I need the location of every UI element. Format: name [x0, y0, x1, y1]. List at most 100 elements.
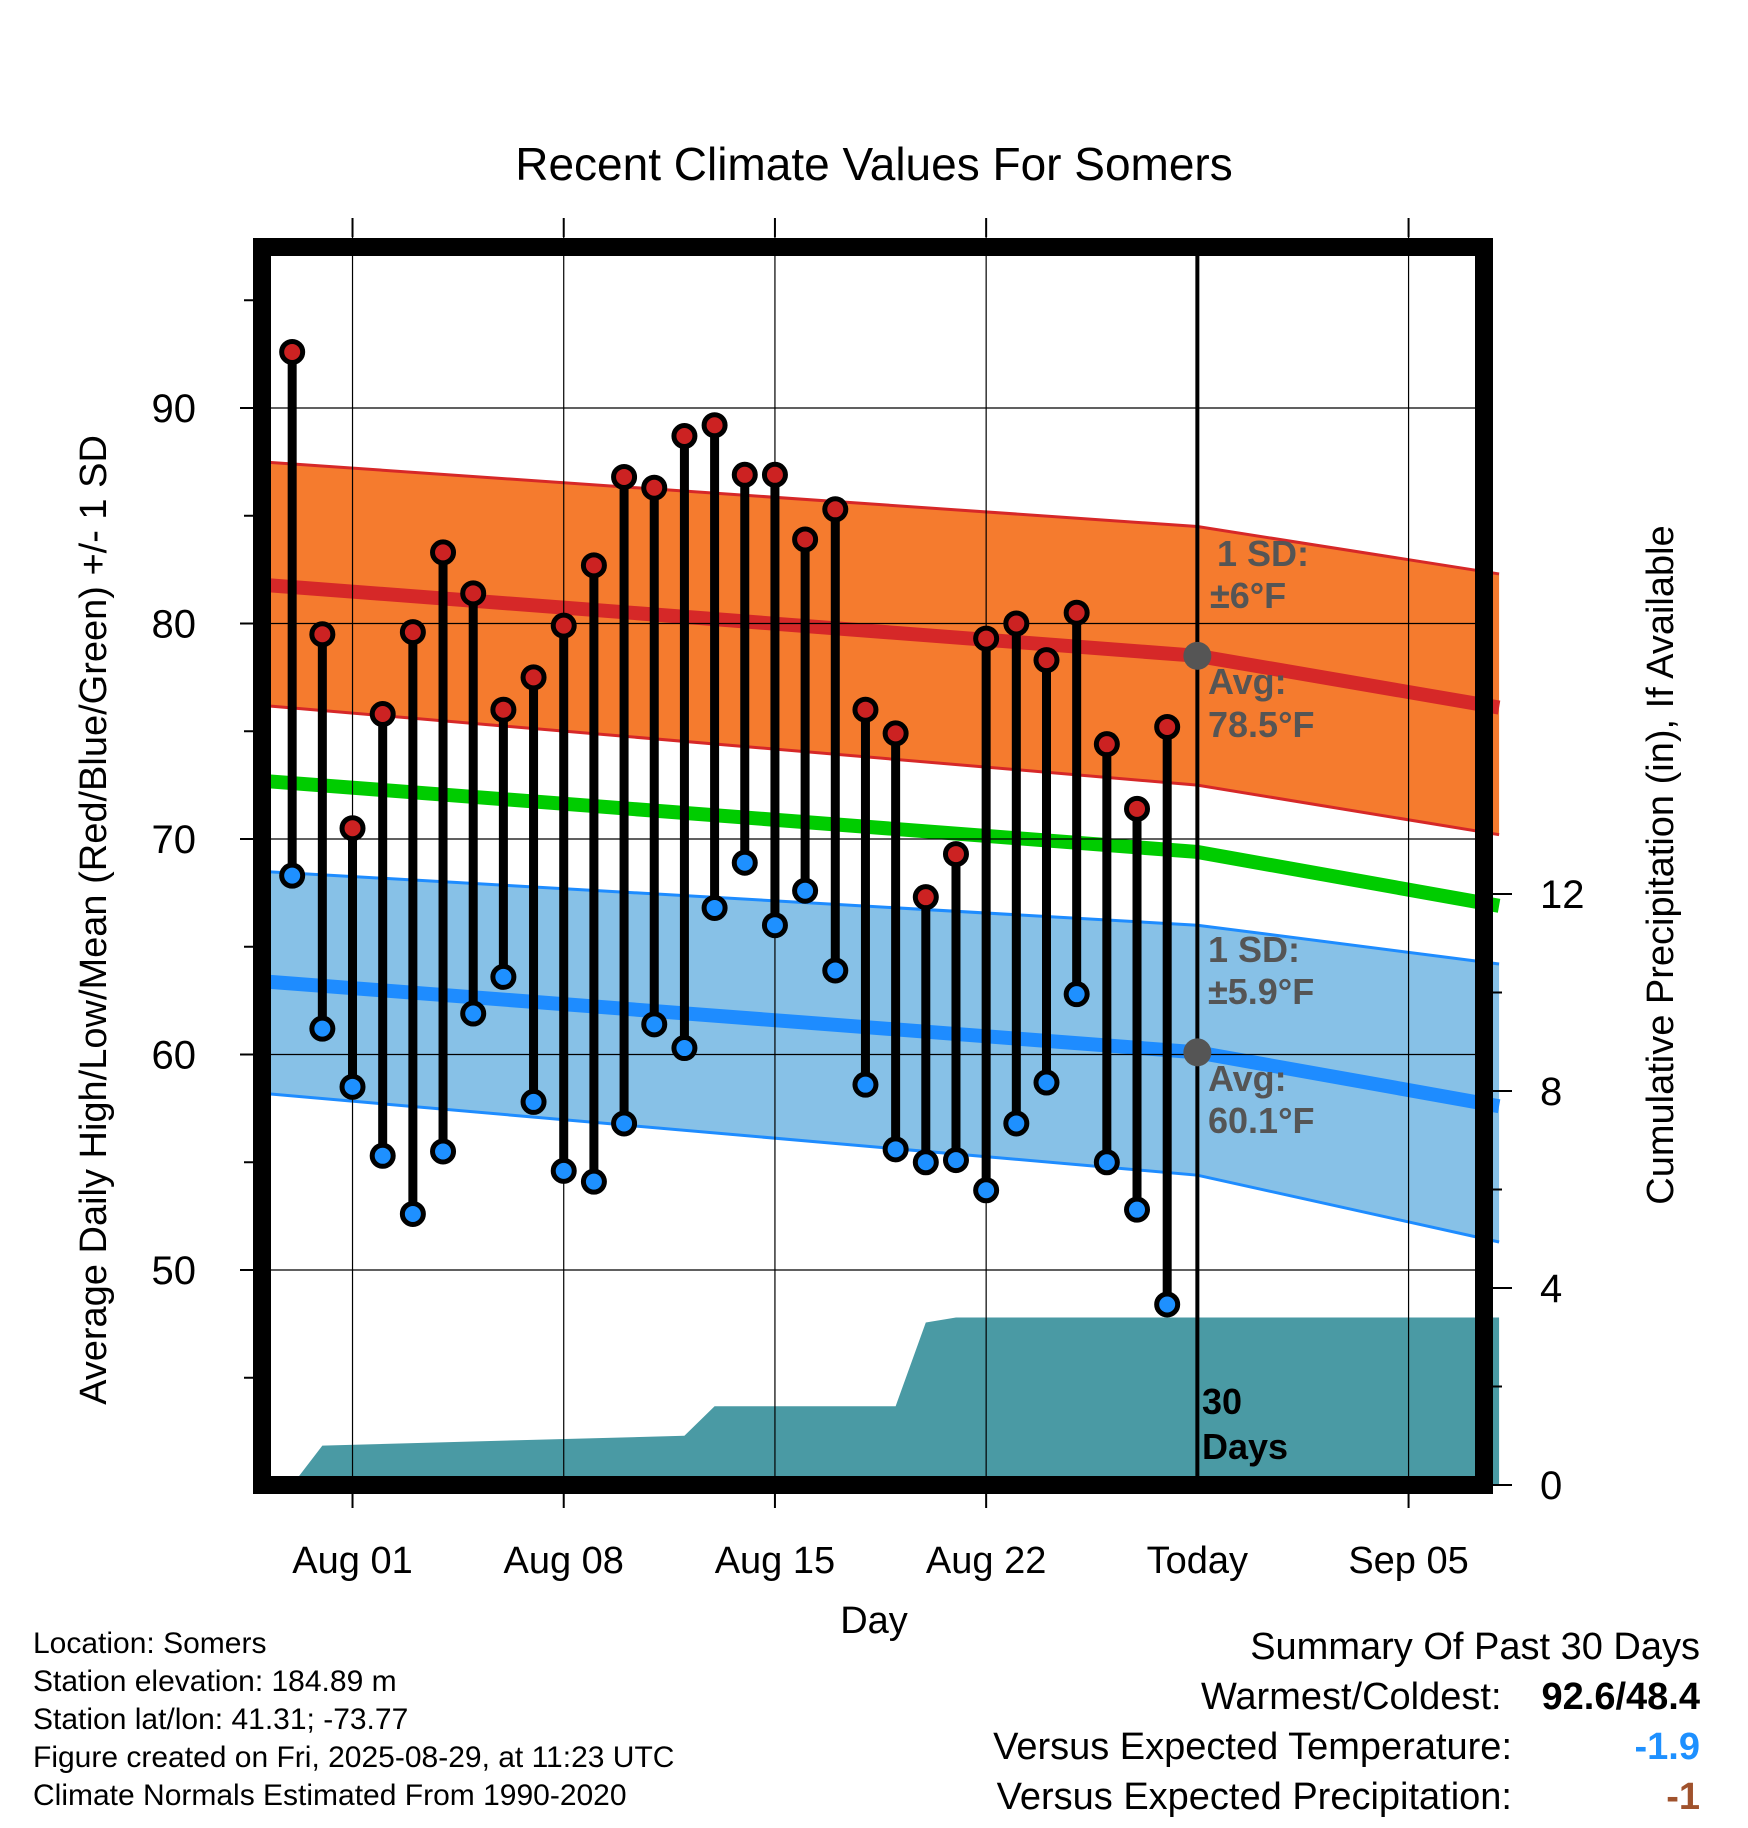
daily-low-point [1124, 1196, 1151, 1223]
daily-low-point [279, 862, 306, 889]
days-word-label: Days [1202, 1426, 1288, 1467]
daily-high-point [731, 461, 758, 488]
daily-high-point [822, 496, 849, 523]
daily-low-point [701, 894, 728, 921]
low-avg-label: Avg: [1208, 1058, 1287, 1099]
today-normal-low-marker [1183, 1038, 1212, 1067]
y-left-tick-label: 50 [152, 1249, 197, 1293]
summary-warm-row: Warmest/Coldest: 92.6/48.4 [993, 1672, 1700, 1722]
daily-low-point [399, 1200, 426, 1227]
daily-high-point [942, 841, 969, 868]
x-tick-label: Aug 15 [715, 1540, 835, 1582]
daily-low-point [671, 1035, 698, 1062]
daily-low-point [580, 1168, 607, 1195]
y-right-tick-label: 8 [1540, 1070, 1562, 1114]
y-left-tick-label: 60 [152, 1034, 197, 1078]
daily-low-point [490, 963, 517, 990]
daily-low-point [339, 1073, 366, 1100]
precip-label: Versus Expected Precipitation: [996, 1776, 1512, 1818]
summary-temp-row: Versus Expected Temperature: -1.9 [993, 1722, 1700, 1772]
daily-high-point [973, 625, 1000, 652]
daily-low-point [641, 1011, 668, 1038]
daily-low-point [520, 1088, 547, 1115]
low-sd-label: 1 SD: [1208, 929, 1300, 970]
warm-label: Warmest/Coldest: [1200, 1676, 1502, 1718]
warm-value: 92.6/48.4 [1541, 1676, 1700, 1718]
low-sd-value: ±5.9°F [1208, 971, 1314, 1012]
daily-high-point [580, 552, 607, 579]
daily-low-point [1093, 1149, 1120, 1176]
daily-low-point [611, 1110, 638, 1137]
daily-high-point [1154, 713, 1181, 740]
daily-high-point [641, 474, 668, 501]
daily-high-point [671, 423, 698, 450]
daily-low-point [1003, 1110, 1030, 1137]
x-axis-label: Day [840, 1600, 908, 1642]
daily-high-point [852, 696, 879, 723]
daily-high-point [550, 612, 577, 639]
daily-high-point [1063, 599, 1090, 626]
summary-precip-row: Versus Expected Precipitation: -1 [993, 1772, 1700, 1822]
daily-low-point [1033, 1069, 1060, 1096]
daily-low-point [852, 1071, 879, 1098]
daily-low-point [731, 849, 758, 876]
normals-text: Climate Normals Estimated From 1990-2020 [33, 1779, 627, 1812]
daily-low-point [430, 1138, 457, 1165]
daily-low-point [761, 912, 788, 939]
high-avg-label: Avg: [1208, 661, 1287, 702]
x-tick-label: Aug 08 [504, 1540, 624, 1582]
daily-high-point [399, 619, 426, 646]
daily-high-point [792, 526, 819, 553]
y-axis-left-label: Average Daily High/Low/Mean (Red/Blue/Gr… [73, 435, 115, 1405]
plot-frame [253, 238, 1493, 1494]
summary-title: Summary Of Past 30 Days [1250, 1626, 1700, 1668]
temp-label: Versus Expected Temperature: [993, 1726, 1512, 1768]
high-avg-value: 78.5°F [1208, 704, 1314, 745]
elevation-text: Station elevation: 184.89 m [33, 1665, 397, 1698]
location-text: Location: Somers [33, 1627, 267, 1660]
precip-value: -1 [1666, 1776, 1700, 1818]
x-tick-label: Aug 22 [926, 1540, 1046, 1582]
daily-low-point [822, 957, 849, 984]
daily-high-point [882, 720, 909, 747]
high-sd-label: 1 SD: [1217, 533, 1309, 574]
normal-low-sd-band [262, 871, 1500, 1242]
daily-high-point [912, 884, 939, 911]
created-text: Figure created on Fri, 2025-08-29, at 11… [33, 1741, 675, 1774]
daily-high-point [369, 701, 396, 728]
summary-panel: Summary Of Past 30 Days Warmest/Coldest:… [993, 1622, 1700, 1822]
daily-high-point [490, 696, 517, 723]
daily-high-point [1124, 795, 1151, 822]
y-left-tick-label: 80 [152, 603, 197, 647]
y-left-tick-label: 70 [152, 818, 197, 862]
daily-high-point [1093, 731, 1120, 758]
low-avg-value: 60.1°F [1208, 1100, 1314, 1141]
x-tick-label: Aug 01 [292, 1540, 412, 1582]
daily-high-point [339, 815, 366, 842]
y-right-tick-label: 12 [1540, 873, 1585, 917]
station-info: Location: Somers Station elevation: 184.… [33, 1625, 674, 1815]
latlon-text: Station lat/lon: 41.31; -73.77 [33, 1703, 409, 1736]
daily-low-point [550, 1157, 577, 1184]
daily-high-point [761, 461, 788, 488]
today-normal-high-marker [1183, 641, 1212, 670]
y-right-tick-label: 0 [1540, 1464, 1562, 1508]
daily-high-point [1033, 647, 1060, 674]
daily-low-point [369, 1142, 396, 1169]
daily-high-point [701, 412, 728, 439]
daily-high-point [611, 463, 638, 490]
high-sd-value: ±6°F [1210, 575, 1286, 616]
daily-low-point [942, 1147, 969, 1174]
daily-low-point [792, 877, 819, 904]
chart-title: Recent Climate Values For Somers [515, 138, 1233, 190]
daily-low-point [882, 1136, 909, 1163]
daily-low-point [309, 1015, 336, 1042]
daily-high-point [430, 539, 457, 566]
daily-high-point [309, 621, 336, 648]
daily-low-point [460, 1000, 487, 1027]
x-tick-label: Sep 05 [1348, 1540, 1468, 1582]
normal-high-sd-band [262, 461, 1500, 835]
daily-low-point [1154, 1291, 1181, 1318]
daily-high-point [279, 338, 306, 365]
